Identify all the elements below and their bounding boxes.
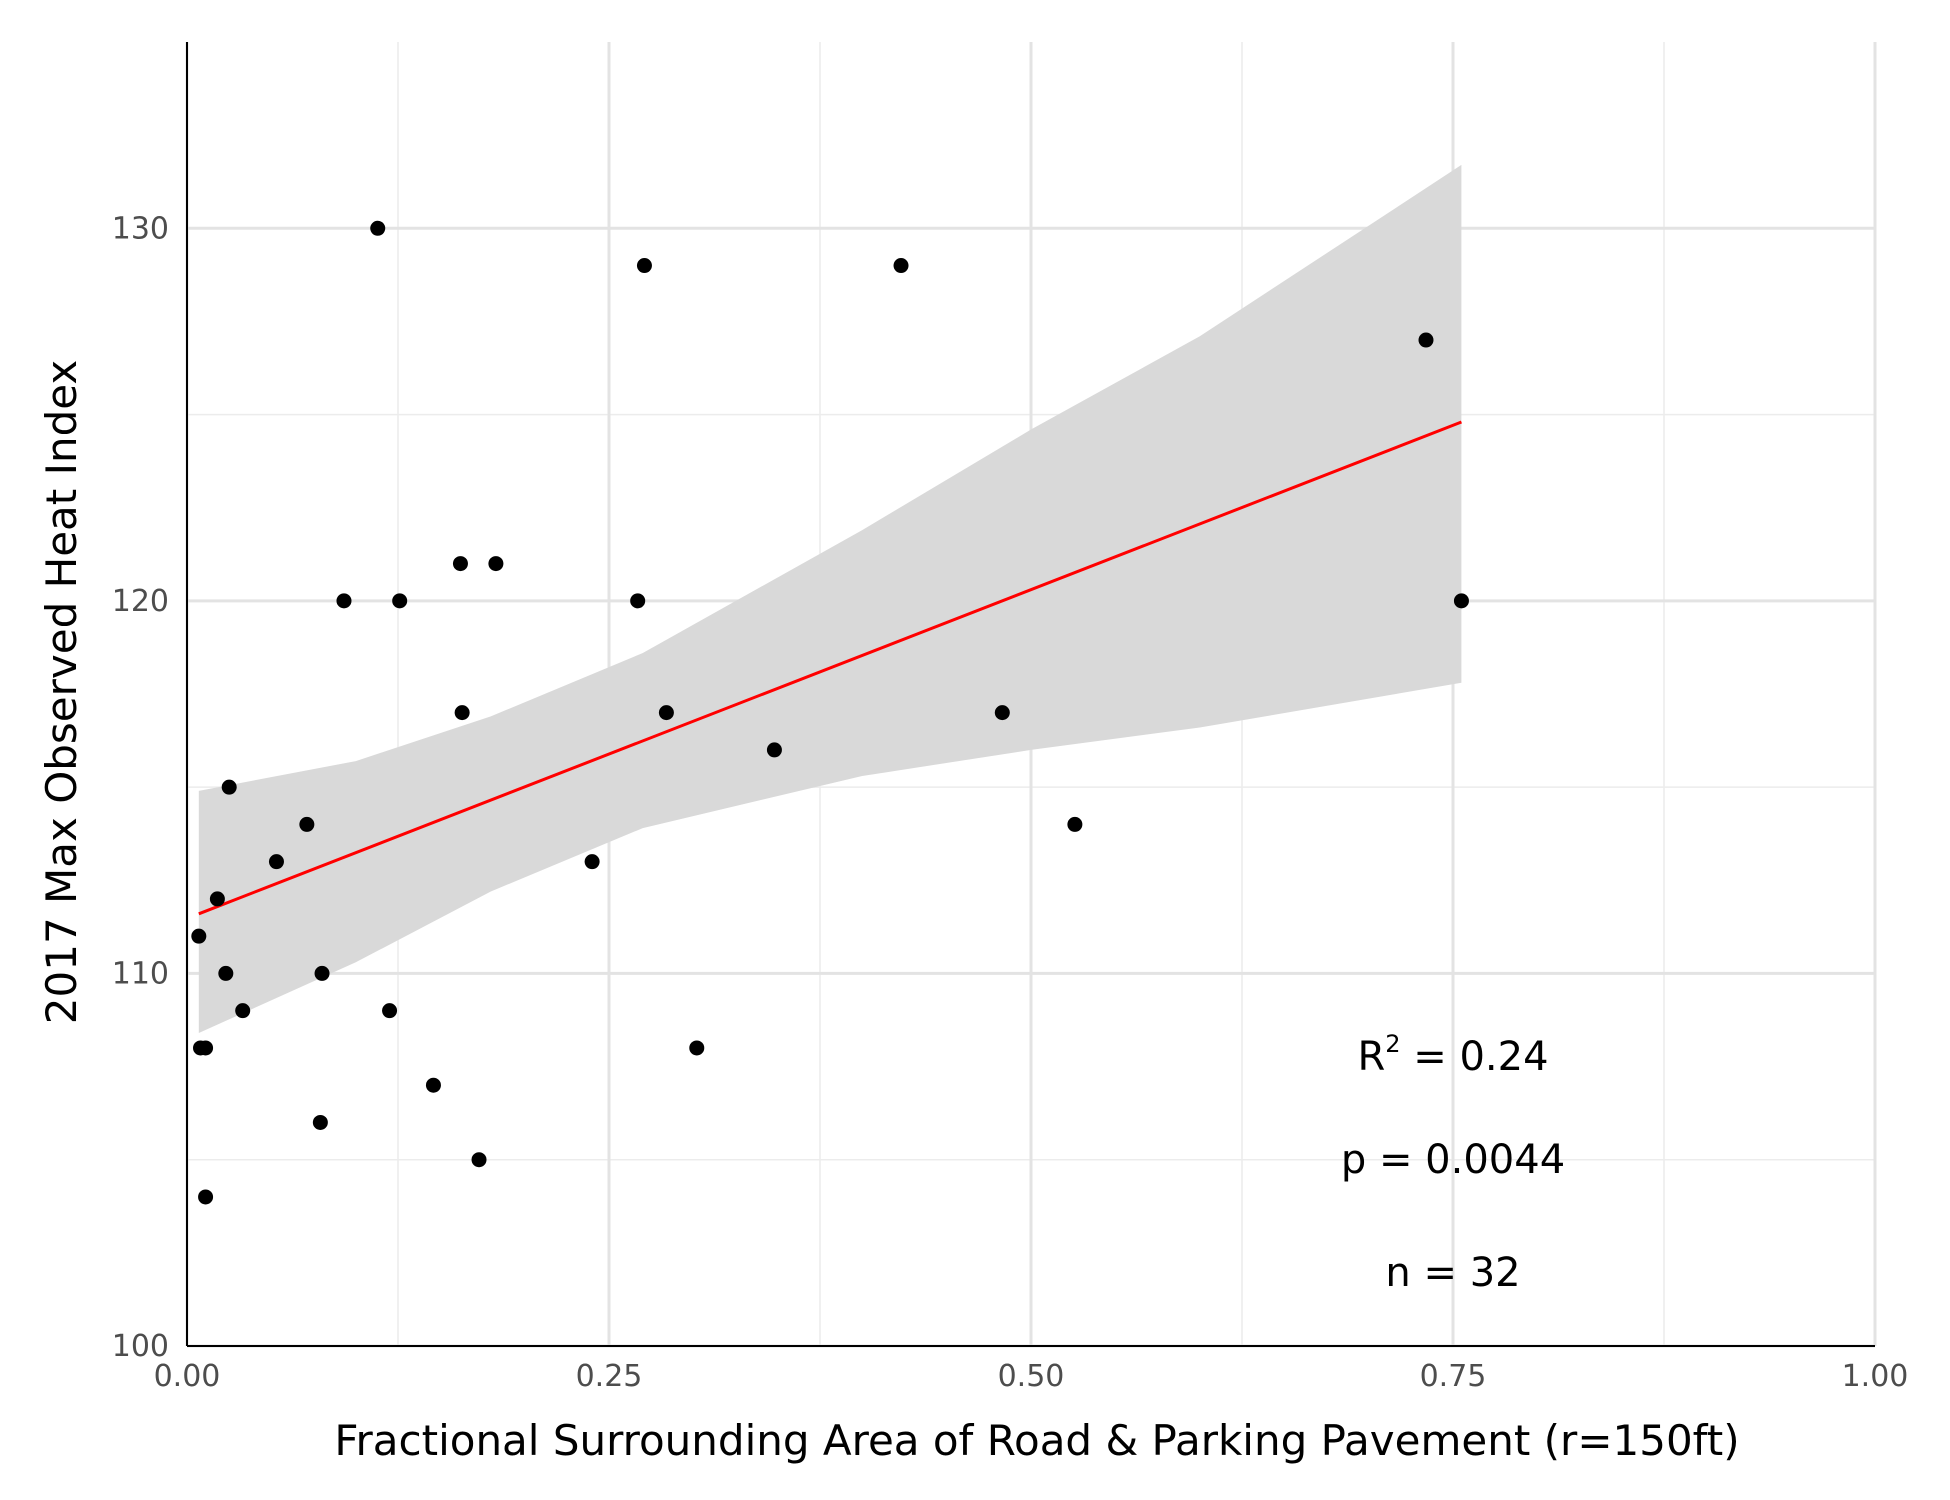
data-point	[1067, 816, 1083, 832]
r-squared-annotation: R2 = 0.24	[1357, 1030, 1548, 1080]
x-tick-label: 0.50	[998, 1359, 1065, 1394]
data-point	[1418, 332, 1434, 348]
axes	[186, 42, 1875, 1347]
data-point	[299, 816, 315, 832]
data-point	[766, 742, 782, 758]
n-annotation: n = 32	[1385, 1250, 1520, 1296]
y-tick-label: 100	[112, 1329, 169, 1364]
data-point	[191, 928, 207, 944]
data-point	[198, 1189, 214, 1205]
data-point	[221, 779, 237, 795]
data-point	[994, 705, 1010, 721]
x-axis-title: Fractional Surrounding Area of Road & Pa…	[334, 1416, 1739, 1465]
data-point	[218, 965, 234, 981]
y-tick-labels: 100 110 120 130	[112, 211, 169, 1364]
x-tick-label: 0.75	[1420, 1359, 1487, 1394]
x-tick-label: 0.00	[154, 1359, 221, 1394]
confidence-band-layer	[198, 164, 1462, 1033]
r-squared-superscript: 2	[1385, 1030, 1400, 1058]
data-point	[382, 1003, 398, 1019]
data-point	[452, 556, 468, 572]
data-point	[893, 258, 909, 274]
confidence-band	[198, 164, 1462, 1033]
x-tick-label: 1.00	[1842, 1359, 1909, 1394]
data-point	[584, 854, 600, 870]
fit-line-layer	[198, 420, 1462, 916]
x-tick-labels: 0.00 0.25 0.50 0.75 1.00	[154, 1359, 1909, 1394]
r-squared-symbol: R	[1357, 1034, 1385, 1080]
data-point	[392, 593, 408, 609]
data-point	[268, 854, 284, 870]
p-value-annotation: p = 0.0044	[1341, 1137, 1565, 1183]
data-point	[209, 891, 225, 907]
data-point	[336, 593, 352, 609]
data-points	[191, 220, 1469, 1205]
y-tick-label: 120	[112, 584, 169, 619]
y-tick-label: 130	[112, 211, 169, 246]
y-tick-label: 110	[112, 956, 169, 991]
data-point	[488, 556, 504, 572]
data-point	[471, 1152, 487, 1168]
data-point	[425, 1077, 441, 1093]
y-axis-title: 2017 Max Observed Heat Index	[37, 360, 86, 1024]
data-point	[198, 1040, 214, 1056]
data-point	[454, 705, 470, 721]
data-point	[235, 1003, 251, 1019]
data-point	[689, 1040, 705, 1056]
data-point	[1453, 593, 1469, 609]
data-point	[658, 705, 674, 721]
data-point	[636, 258, 652, 274]
stats-annotations: R2 = 0.24 p = 0.0044 n = 32	[1341, 1030, 1565, 1296]
data-point	[314, 965, 330, 981]
data-point	[312, 1114, 328, 1130]
r-squared-value: = 0.24	[1401, 1034, 1549, 1080]
x-tick-label: 0.25	[576, 1359, 643, 1394]
data-point	[370, 220, 386, 236]
regression-line	[198, 420, 1462, 916]
data-point	[630, 593, 646, 609]
